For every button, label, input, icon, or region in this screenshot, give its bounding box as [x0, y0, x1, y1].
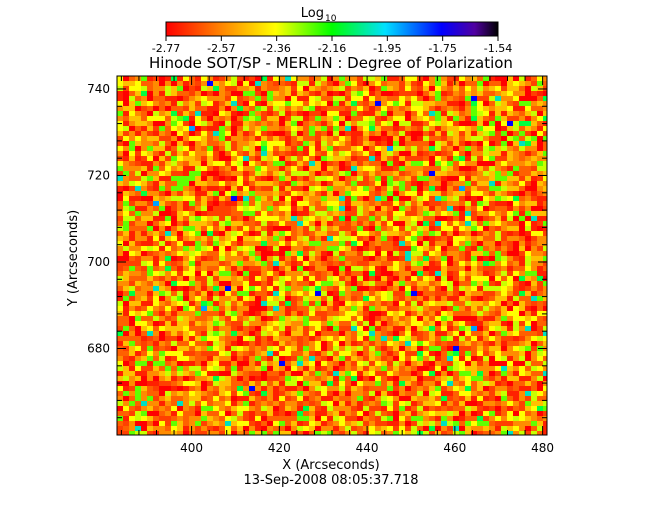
x-tick-label: 440 [356, 441, 379, 455]
y-tick-label: 680 [87, 341, 110, 355]
heatmap-image [117, 76, 547, 435]
y-tick-label: 740 [87, 82, 110, 96]
colorbar-tick-label: -1.95 [373, 42, 401, 55]
colorbar-label-subscript: 10 [325, 14, 337, 24]
colorbar-tick-label: -2.36 [262, 42, 290, 55]
y-axis-ticks: 680 700 720 740 [87, 82, 547, 436]
colorbar-ticks: -2.77 -2.57 -2.36 -2.16 -1.95 -1.75 -1.54 [152, 36, 512, 55]
x-tick-label: 420 [268, 441, 291, 455]
y-tick-label: 720 [87, 168, 110, 182]
y-tick-label: 700 [87, 255, 110, 269]
x-tick-label: 400 [180, 441, 203, 455]
x-axis-label: X (Arcseconds) [282, 458, 379, 473]
x-tick-label: 460 [443, 441, 466, 455]
colorbar-tick-label: -2.57 [207, 42, 235, 55]
colorbar-tick-label: -2.77 [152, 42, 180, 55]
observation-timestamp: 13-Sep-2008 08:05:37.718 [244, 473, 419, 488]
chart-title: Hinode SOT/SP - MERLIN : Degree of Polar… [149, 54, 513, 72]
colorbar-tick-label: -1.75 [428, 42, 456, 55]
colorbar-label: Log [301, 6, 324, 21]
x-axis-ticks: 400 420 440 460 480 [120, 76, 554, 455]
x-tick-label: 480 [531, 441, 554, 455]
y-axis-label: Y (Arcseconds) [66, 210, 81, 307]
colorbar-tick-label: -1.54 [484, 42, 512, 55]
colorbar [165, 21, 499, 37]
colorbar-tick-label: -2.16 [318, 42, 346, 55]
